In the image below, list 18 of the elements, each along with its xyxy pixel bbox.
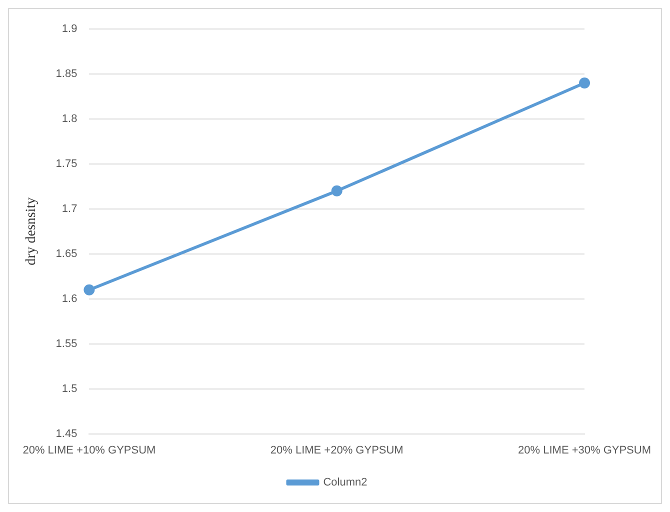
y-tick-label: 1.8 <box>62 112 78 125</box>
x-tick-label: 20% LIME +10% GYPSUM <box>22 444 156 456</box>
y-tick-label: 1.65 <box>56 248 78 260</box>
x-tick-label: 20% LIME +30% GYPSUM <box>518 444 652 456</box>
point <box>84 284 95 296</box>
y-tick-label: 1.75 <box>56 158 78 170</box>
y-tick-label: 1.5 <box>62 382 78 395</box>
y-tick-label: 1.55 <box>56 338 78 350</box>
y-tick-label: 1.85 <box>56 68 78 80</box>
y-tick-label: 1.7 <box>62 202 78 215</box>
point <box>579 77 590 88</box>
y-tick-label: 1.45 <box>56 428 78 440</box>
y-tick-label: 1.6 <box>62 292 78 305</box>
point <box>331 185 342 196</box>
y-tick-label: 1.9 <box>62 23 78 36</box>
x-tick-label: 20% LIME +20% GYPSUM <box>270 444 404 456</box>
legend-label: Column2 <box>323 476 368 489</box>
y-axis-title: dry desnsity <box>24 197 40 266</box>
